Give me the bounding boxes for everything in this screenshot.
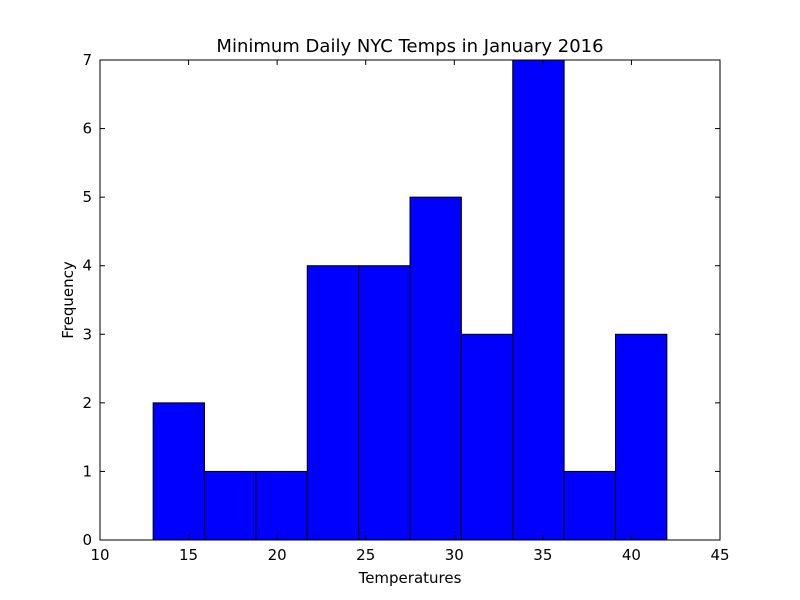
y-tick-label: 1 — [82, 462, 92, 480]
y-axis-label: Frequency — [59, 261, 77, 339]
y-tick-label: 3 — [82, 325, 92, 343]
histogram-bars — [152, 59, 668, 541]
histogram-bar — [306, 265, 360, 541]
y-tick-label: 6 — [82, 120, 92, 138]
histogram-bar — [614, 333, 668, 541]
x-tick-label: 20 — [268, 546, 287, 564]
histogram-bar — [512, 59, 565, 541]
y-tick-label: 2 — [82, 394, 92, 412]
y-tick-label: 7 — [82, 51, 92, 69]
histogram-bar — [358, 265, 411, 541]
histogram-bar — [255, 470, 308, 541]
x-tick-label: 15 — [179, 546, 198, 564]
x-tick-label: 30 — [445, 546, 464, 564]
histogram-bar — [409, 196, 462, 541]
x-tick-label: 35 — [533, 546, 552, 564]
y-tick-label: 5 — [82, 188, 92, 206]
x-tick-label: 25 — [356, 546, 375, 564]
plot-frame — [99, 59, 721, 541]
histogram-bar — [460, 333, 514, 541]
chart-title: Minimum Daily NYC Temps in January 2016 — [216, 36, 603, 57]
y-tick-label: 4 — [82, 257, 92, 275]
y-tick-label: 0 — [82, 531, 92, 549]
histogram-bar — [563, 470, 616, 541]
x-axis-label: Temperatures — [358, 569, 462, 587]
x-tick-label: 45 — [710, 546, 729, 564]
histogram-bar — [152, 402, 206, 541]
histogram-bar — [204, 470, 257, 541]
x-tick-label: 10 — [90, 546, 109, 564]
x-tick-label: 40 — [622, 546, 641, 564]
